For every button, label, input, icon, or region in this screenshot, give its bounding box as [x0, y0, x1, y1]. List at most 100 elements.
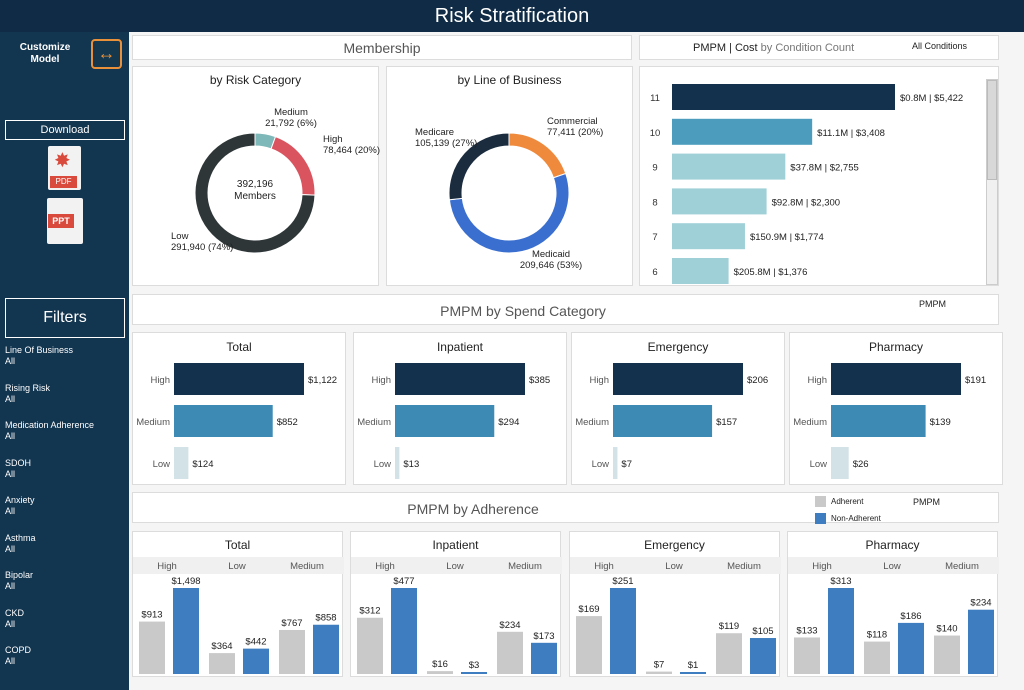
adherence-panel-total: Total High $913 $1,498 Low $364 $442 Medium $767…	[132, 531, 344, 677]
spend-category-label: Medium	[357, 417, 391, 428]
adherent-bar[interactable]	[794, 637, 820, 674]
condition-bar[interactable]	[672, 223, 745, 250]
spend-bar-chart: High $385 Medium $294 Low $13	[357, 363, 550, 479]
condition-bar[interactable]	[672, 118, 813, 145]
non-adherent-bar[interactable]	[828, 588, 854, 674]
ppt-icon[interactable]: PPT	[47, 198, 83, 244]
non-adherent-bar[interactable]	[750, 638, 776, 674]
spend-bar[interactable]	[174, 363, 304, 395]
spend-panel-inpatient: Inpatient High $385 Medium $294 Low $13	[353, 332, 567, 485]
adherent-bar[interactable]	[497, 631, 523, 674]
slice-value-high: 78,464 (20%)	[323, 145, 380, 156]
adherent-bar[interactable]	[427, 671, 453, 674]
adherence-bar-label: $234	[970, 598, 991, 609]
spend-bar[interactable]	[174, 447, 189, 479]
spend-bar[interactable]	[831, 363, 961, 395]
condition-bar[interactable]	[672, 153, 786, 180]
spend-bar[interactable]	[613, 405, 713, 437]
condition-scroll-thumb[interactable]	[987, 80, 997, 180]
adherence-bar-label: $118	[867, 630, 887, 641]
condition-filter[interactable]: All Conditions	[912, 41, 968, 51]
adherent-bar[interactable]	[279, 629, 305, 674]
filter-value: All	[5, 656, 16, 666]
non-adherent-bar[interactable]	[173, 588, 199, 674]
adherent-bar[interactable]	[646, 671, 672, 674]
filter-rising-risk[interactable]: Rising Risk All	[5, 383, 50, 405]
spend-bar[interactable]	[613, 447, 618, 479]
non-adherent-bar[interactable]	[531, 642, 557, 674]
filter-line-of-business[interactable]: Line Of Business All	[5, 345, 73, 367]
spend-bar[interactable]	[174, 405, 273, 437]
spend-bar[interactable]	[613, 363, 743, 395]
adherence-bar-label: $913	[141, 610, 162, 621]
donut-slice-low[interactable]	[194, 132, 316, 254]
spend-panel-title: Total	[226, 340, 252, 354]
condition-bar[interactable]	[672, 258, 729, 284]
donut-slice-medicare[interactable]	[448, 132, 510, 201]
non-adherent-bar[interactable]	[243, 648, 269, 674]
filter-bipolar[interactable]: Bipolar All	[5, 570, 33, 592]
spend-title: PMPM by Spend Category	[440, 303, 606, 319]
non-adherent-bar[interactable]	[968, 609, 994, 674]
filter-name: Medication Adherence	[5, 420, 95, 430]
adherent-bar[interactable]	[139, 621, 165, 674]
condition-bar-label: $11.1M | $3,408	[817, 128, 885, 139]
adherent-bar[interactable]	[357, 617, 383, 674]
filter-anxiety[interactable]: Anxiety All	[5, 495, 35, 517]
risk-category-card: by Risk Category Medium 21,792 (6%) High 78…	[132, 66, 380, 286]
adherent-bar[interactable]	[934, 635, 960, 674]
adherence-bar-label: $105	[752, 626, 773, 637]
condition-count-label: 8	[652, 197, 657, 208]
spend-bar-label: $206	[747, 375, 768, 386]
spend-category-label: Low	[810, 459, 828, 470]
non-adherent-bar[interactable]	[680, 672, 706, 674]
filter-sdoh[interactable]: SDOH All	[5, 458, 31, 480]
filter-copd[interactable]: COPD All	[5, 645, 31, 667]
pdf-label: PDF	[50, 176, 77, 188]
spend-bar[interactable]	[395, 363, 525, 395]
donut-slice-commercial[interactable]	[508, 132, 567, 179]
filter-asthma[interactable]: Asthma All	[5, 533, 36, 555]
condition-bar[interactable]	[672, 188, 767, 215]
adherent-bar[interactable]	[864, 641, 890, 674]
non-adherent-bar[interactable]	[898, 622, 924, 674]
donut-slice-high[interactable]	[270, 135, 316, 196]
risk-category-title: by Risk Category	[209, 73, 302, 87]
adherence-bar-chart: High $312 $477 Low $16 $3 Medium $234 $173	[351, 557, 562, 674]
adherent-bar[interactable]	[209, 653, 235, 674]
non-adherent-bar[interactable]	[610, 588, 636, 674]
filter-value: All	[5, 356, 16, 366]
non-adherent-bar[interactable]	[461, 672, 487, 674]
pdf-icon[interactable]: ✸ PDF	[48, 146, 81, 190]
adherence-group-header	[133, 557, 344, 574]
spend-category-label: High	[807, 375, 827, 386]
legend-non-adherent-swatch	[815, 513, 826, 524]
spend-bar-label: $294	[498, 417, 519, 428]
spend-bar-label: $13	[403, 459, 419, 470]
download-button[interactable]: Download	[5, 120, 125, 140]
condition-scrollbar[interactable]	[986, 79, 998, 285]
spend-bar[interactable]	[395, 405, 495, 437]
filter-medication-adherence[interactable]: Medication Adherence All	[5, 420, 94, 442]
adherence-bar-label: $442	[245, 637, 266, 648]
adherent-bar[interactable]	[716, 633, 742, 674]
non-adherent-bar[interactable]	[391, 588, 417, 674]
slice-name-low: Low	[171, 231, 189, 242]
spend-bar[interactable]	[395, 447, 400, 479]
filter-ckd[interactable]: CKD All	[5, 608, 24, 630]
non-adherent-bar[interactable]	[313, 624, 339, 674]
line-of-business-card: by Line of Business Commercial 77,411 (20…	[386, 66, 633, 286]
donut-slice-medicaid[interactable]	[448, 172, 570, 254]
adherence-bar-chart: High $169 $251 Low $7 $1 Medium $119 $105	[570, 557, 781, 674]
condition-bar[interactable]	[672, 84, 895, 110]
spend-bar[interactable]	[831, 447, 849, 479]
swap-arrows-icon[interactable]: ↔	[91, 39, 122, 69]
adherence-bar-label: $119	[719, 621, 739, 632]
adherence-pmpm-label: PMPM	[913, 497, 940, 507]
spend-panel-title: Inpatient	[436, 340, 484, 354]
customize-model-label[interactable]: Customize Model	[19, 42, 71, 65]
spend-bar[interactable]	[831, 405, 926, 437]
spend-bar-label: $1,122	[308, 375, 337, 386]
adherent-bar[interactable]	[576, 616, 602, 674]
